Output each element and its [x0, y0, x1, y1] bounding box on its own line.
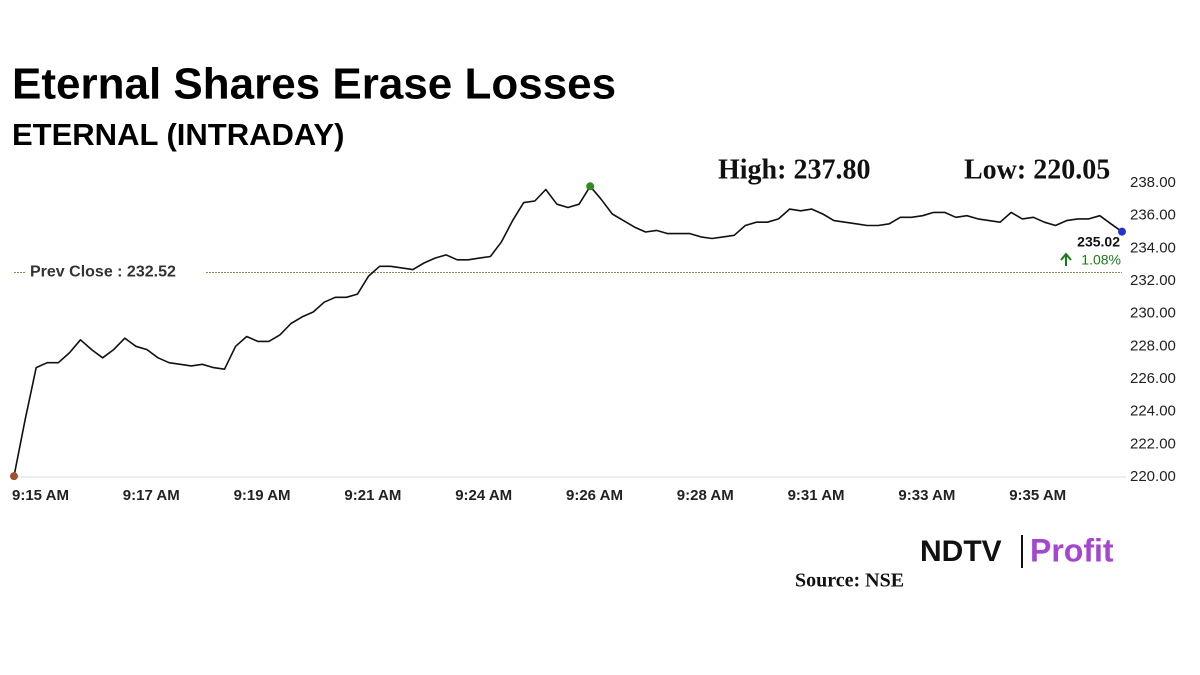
last-marker [1118, 227, 1126, 236]
last-label: 235.02 [1077, 234, 1120, 250]
change-label: 1.08% [1081, 252, 1121, 268]
y-tick-label: 236.00 [1130, 207, 1176, 224]
label-bg [26, 261, 206, 282]
x-tick-label: 9:33 AM [898, 487, 955, 504]
price-line [13, 185, 1123, 477]
high-marker [586, 182, 595, 191]
chart-title: Eternal Shares Erase Losses [12, 60, 616, 109]
y-tick-label: 222.00 [1130, 435, 1176, 452]
prev-close-label: Prev Close : 232.52 [30, 264, 176, 281]
y-tick-label: 228.00 [1130, 337, 1176, 354]
x-tick-label: 9:24 AM [455, 487, 512, 504]
x-tick-label: 9:35 AM [1009, 487, 1066, 504]
y-tick-label: 238.00 [1130, 174, 1176, 191]
high-label: High: 237.80 [718, 154, 870, 185]
x-tick-label: 9:19 AM [234, 487, 291, 504]
up-arrow [1060, 252, 1072, 266]
low-marker [10, 472, 18, 481]
x-tick-label: 9:31 AM [788, 487, 845, 504]
y-tick-label: 232.00 [1130, 272, 1176, 289]
source: Source: NSE [795, 570, 904, 592]
y-tick-label: 234.00 [1130, 239, 1176, 256]
logo-ndtv: NDTV [920, 535, 1002, 568]
x-tick-label: 9:17 AM [123, 487, 180, 504]
x-tick-label: 9:28 AM [677, 487, 734, 504]
x-tick-label: 9:21 AM [344, 487, 401, 504]
chart-subtitle: ETERNAL (INTRADAY) [12, 117, 344, 152]
y-tick-label: 224.00 [1130, 403, 1176, 420]
low-label: Low: 220.05 [964, 154, 1110, 185]
x-tick-label: 9:15 AM [12, 487, 69, 504]
y-tick-label: 230.00 [1130, 305, 1176, 322]
y-tick-label: 226.00 [1130, 370, 1176, 387]
x-tick-label: 9:26 AM [566, 487, 623, 504]
y-tick-label: 220.00 [1130, 468, 1176, 485]
logo-profit: Profit [1030, 532, 1114, 568]
